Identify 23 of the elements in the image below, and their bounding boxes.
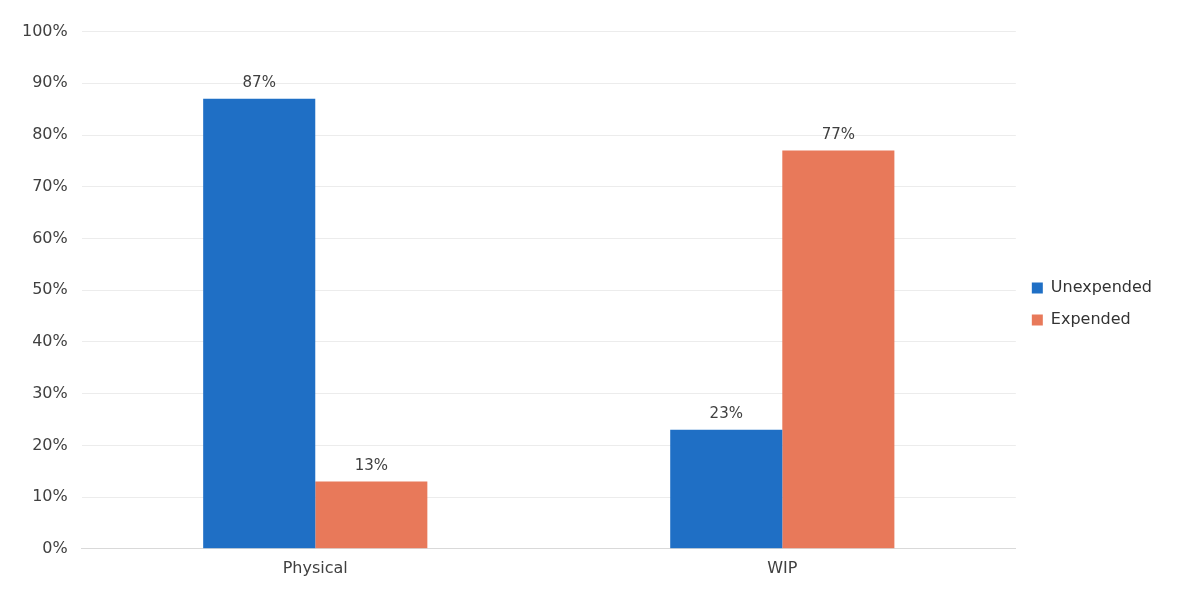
y-tick-label: 100%	[21, 20, 68, 40]
y-tick-label: 30%	[32, 382, 68, 402]
y-tick-label: 60%	[32, 227, 68, 247]
y-tick-label: 80%	[32, 124, 68, 144]
legend-label: Expended	[1050, 309, 1131, 329]
data-label: 23%	[709, 404, 743, 423]
x-tick-label: Physical	[282, 557, 348, 577]
y-tick-label: 90%	[32, 72, 68, 92]
data-label: 87%	[242, 73, 276, 92]
legend-label: Unexpended	[1050, 277, 1153, 297]
data-label: 13%	[354, 455, 388, 474]
bar	[203, 98, 316, 549]
y-tick-label: 20%	[32, 434, 68, 454]
bar	[782, 150, 895, 549]
x-tick-label: WIP	[767, 557, 798, 577]
y-tick-label: 40%	[32, 331, 68, 351]
y-tick-label: 70%	[32, 175, 68, 195]
bar	[670, 429, 783, 549]
y-tick-label: 50%	[32, 279, 68, 299]
y-tick-label: 10%	[32, 486, 68, 506]
y-tick-label: 0%	[42, 537, 68, 557]
bar	[315, 481, 428, 549]
data-label: 77%	[821, 124, 856, 143]
